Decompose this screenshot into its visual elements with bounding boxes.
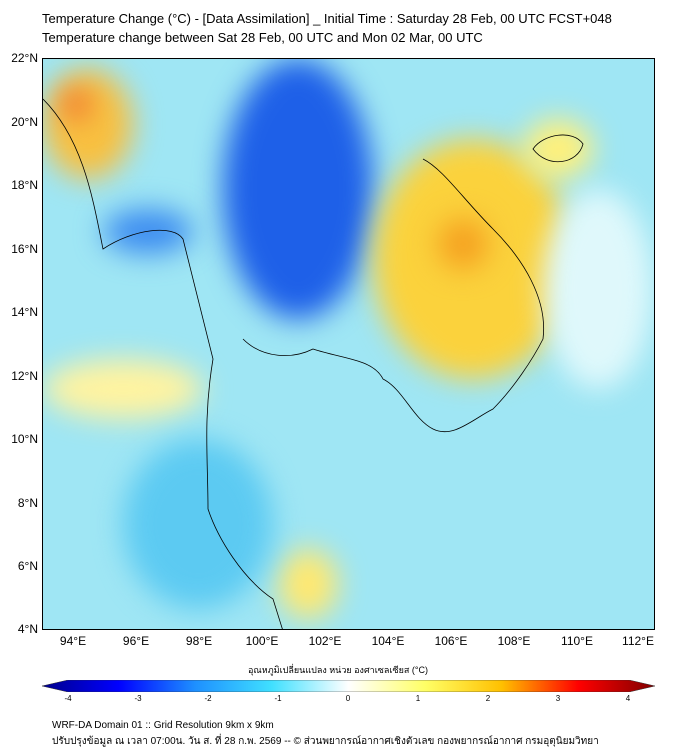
- lon-label: 106°E: [434, 634, 468, 648]
- footer-update-info: ปรับปรุงข้อมูล ณ เวลา 07:00น. วัน ส. ที่…: [52, 736, 599, 747]
- map-subtitle: Temperature change between Sat 28 Feb, 0…: [42, 30, 483, 45]
- colorbar-title: อุณหภูมิเปลี่ยนแปลง หน่วย องศาเซลเซียส (…: [248, 665, 428, 675]
- lon-label: 104°E: [371, 634, 405, 648]
- lat-label: 14°N: [11, 305, 38, 319]
- colorbar-tick-label: -4: [64, 694, 72, 703]
- warm-anomaly: [278, 549, 338, 619]
- lat-label: 18°N: [11, 178, 38, 192]
- temperature-change-map[interactable]: [42, 58, 655, 630]
- lat-label: 4°N: [17, 622, 38, 636]
- lon-label: 112°E: [622, 634, 654, 648]
- lon-label: 110°E: [561, 634, 593, 648]
- colorbar-tick-label: 1: [415, 694, 421, 703]
- colorbar-tick-label: 2: [485, 694, 491, 703]
- lat-label: 12°N: [11, 369, 38, 383]
- warm-anomaly: [438, 219, 488, 269]
- warm-anomaly: [43, 69, 133, 179]
- lat-label: 20°N: [11, 115, 38, 129]
- warm-anomaly: [43, 359, 203, 419]
- lon-label: 102°E: [308, 634, 342, 648]
- lon-label: 98°E: [185, 634, 213, 648]
- lat-label: 6°N: [17, 559, 38, 573]
- cold-anomaly: [223, 59, 373, 319]
- colorbar-tick-label: -3: [134, 694, 142, 703]
- lon-label: 108°E: [497, 634, 531, 648]
- colorbar: [42, 680, 655, 692]
- warm-anomaly: [61, 89, 91, 119]
- lat-label: 8°N: [17, 496, 38, 510]
- neutral-area: [543, 189, 653, 389]
- cold-anomaly: [123, 439, 273, 609]
- lon-label: 96°E: [122, 634, 150, 648]
- coastline-outline: [43, 98, 584, 629]
- map-title: Temperature Change (°C) - [Data Assimila…: [42, 11, 612, 26]
- colorbar-tick-label: 3: [555, 694, 561, 703]
- lon-label: 100°E: [245, 634, 279, 648]
- lat-label: 16°N: [11, 242, 38, 256]
- colorbar-tick-label: 0: [345, 694, 351, 703]
- lat-label: 10°N: [11, 432, 38, 446]
- colorbar-tick-label: -1: [274, 694, 282, 703]
- colorbar-tick-label: 4: [625, 694, 631, 703]
- lat-label: 22°N: [11, 51, 38, 65]
- colorbar-tick-label: -2: [204, 694, 212, 703]
- footer-model-info: WRF-DA Domain 01 :: Grid Resolution 9km …: [52, 720, 274, 731]
- lon-label: 94°E: [59, 634, 87, 648]
